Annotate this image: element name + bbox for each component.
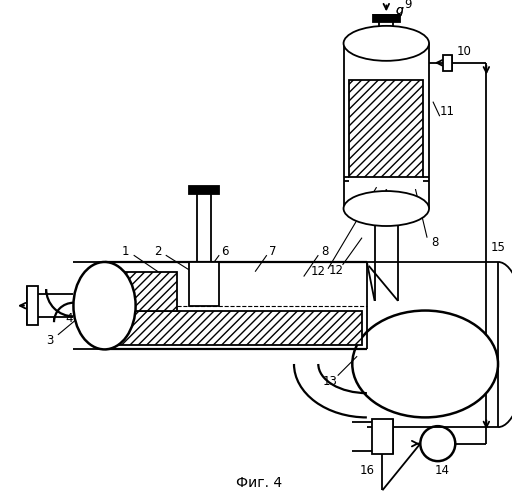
Bar	[373, 14, 400, 22]
Text: 6: 6	[221, 245, 229, 258]
Text: 4: 4	[66, 312, 73, 325]
Text: g: g	[396, 4, 404, 17]
Ellipse shape	[74, 262, 135, 350]
Text: 10: 10	[457, 44, 471, 58]
Text: 9: 9	[404, 0, 412, 11]
Text: 14: 14	[435, 464, 450, 477]
Text: 13: 13	[322, 375, 337, 388]
Ellipse shape	[344, 26, 429, 61]
Bar	[119, 310, 362, 344]
Text: 2: 2	[154, 245, 162, 258]
Bar	[189, 186, 219, 194]
Text: g: g	[396, 4, 404, 17]
Bar	[443, 55, 453, 70]
Text: 8: 8	[321, 245, 329, 258]
Text: 15: 15	[490, 241, 506, 254]
Text: 16: 16	[359, 464, 374, 477]
Text: 12: 12	[329, 264, 343, 277]
Bar	[27, 286, 38, 325]
Text: 11: 11	[440, 105, 455, 118]
Text: Фиг. 4: Фиг. 4	[236, 476, 282, 490]
Bar	[349, 80, 423, 178]
Text: 1: 1	[122, 245, 130, 258]
Text: 12: 12	[311, 265, 326, 278]
Bar	[119, 272, 177, 310]
Text: 8: 8	[431, 236, 439, 249]
Text: 3: 3	[46, 334, 54, 347]
Ellipse shape	[344, 191, 429, 226]
Ellipse shape	[352, 310, 498, 418]
Bar	[372, 420, 393, 454]
Text: 7: 7	[269, 245, 276, 258]
Bar	[189, 262, 219, 306]
